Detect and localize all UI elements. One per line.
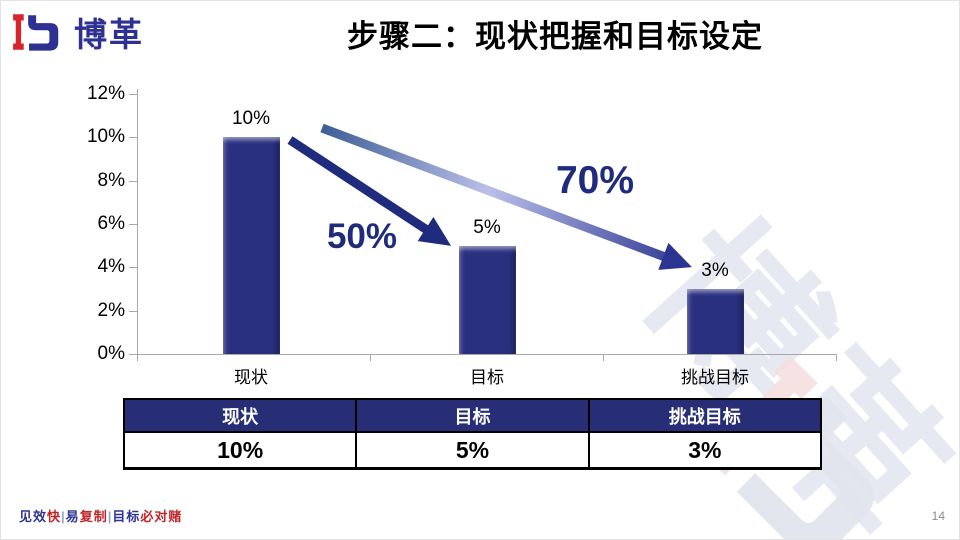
slogan-segment: 目标: [112, 509, 141, 524]
bar-挑战目标: [686, 289, 744, 354]
table-value-row: 10% 5% 3%: [124, 432, 821, 468]
table-header-challenge: 挑战目标: [588, 399, 821, 432]
x-axis-category-label: 目标: [470, 368, 504, 387]
y-axis-line: [137, 89, 138, 354]
slogan-segment: |: [107, 509, 113, 524]
y-axis-tick-mark: [129, 310, 137, 312]
table-header-current: 现状: [124, 399, 357, 432]
table-value-current: 10%: [124, 432, 357, 468]
y-axis-tick-label: 8%: [97, 169, 125, 191]
slogan-segment: 复制: [79, 509, 108, 524]
table-value-target: 5%: [356, 432, 589, 468]
bar-现状: [222, 137, 280, 354]
bar-目标: [458, 245, 516, 354]
page-title: 步骤二：现状把握和目标设定: [347, 19, 763, 54]
logo-text: 博革: [74, 16, 144, 53]
table-header-row: 现状 目标 挑战目标: [124, 399, 821, 432]
table-value-challenge: 3%: [588, 432, 821, 468]
y-axis-tick-label: 6%: [97, 213, 125, 234]
slogan-segment: 易: [65, 509, 80, 524]
y-axis-tick-mark: [129, 267, 137, 269]
bar-value-label: 5%: [473, 216, 501, 238]
arrow-label-70: 70%: [555, 159, 635, 202]
page-number: 14: [931, 509, 945, 523]
x-axis-tick-mark: [836, 354, 837, 361]
slogan-segment: |: [61, 509, 66, 524]
y-axis-tick-mark: [129, 224, 137, 225]
x-axis-category-label: 挑战目标: [681, 368, 749, 387]
x-axis-tick-mark: [603, 354, 604, 361]
y-axis-tick-label: 12%: [86, 83, 125, 104]
slogan-segment: 见效: [19, 509, 48, 524]
y-axis-tick-label: 2%: [97, 299, 125, 321]
footer-slogan: 见效快|易复制|目标必对赌: [19, 506, 182, 525]
y-axis-tick-mark: [129, 354, 137, 355]
y-axis-tick-label: 10%: [86, 126, 125, 148]
x-axis-tick-mark: [370, 354, 371, 361]
arrow-label-50: 50%: [326, 217, 398, 256]
y-axis-tick-mark: [129, 180, 137, 182]
y-axis-tick-label: 0%: [97, 343, 125, 364]
y-axis-tick-label: 4%: [97, 256, 125, 278]
bar-value-label: 10%: [231, 108, 271, 130]
slogan-segment: 必对赌: [140, 509, 183, 524]
table-header-target: 目标: [356, 399, 589, 432]
logo: 博革: [9, 8, 144, 56]
x-axis-line: [137, 354, 836, 355]
slogan-segment: 快: [47, 509, 62, 524]
bar-value-label: 3%: [701, 260, 729, 281]
x-axis-category-label: 现状: [234, 368, 268, 387]
summary-table: 现状 目标 挑战目标 10% 5% 3%: [123, 398, 822, 470]
boge-logo-icon: [13, 14, 59, 51]
x-axis-tick-mark: [137, 354, 138, 361]
y-axis-tick-mark: [129, 94, 137, 95]
y-axis-tick-mark: [129, 137, 137, 139]
